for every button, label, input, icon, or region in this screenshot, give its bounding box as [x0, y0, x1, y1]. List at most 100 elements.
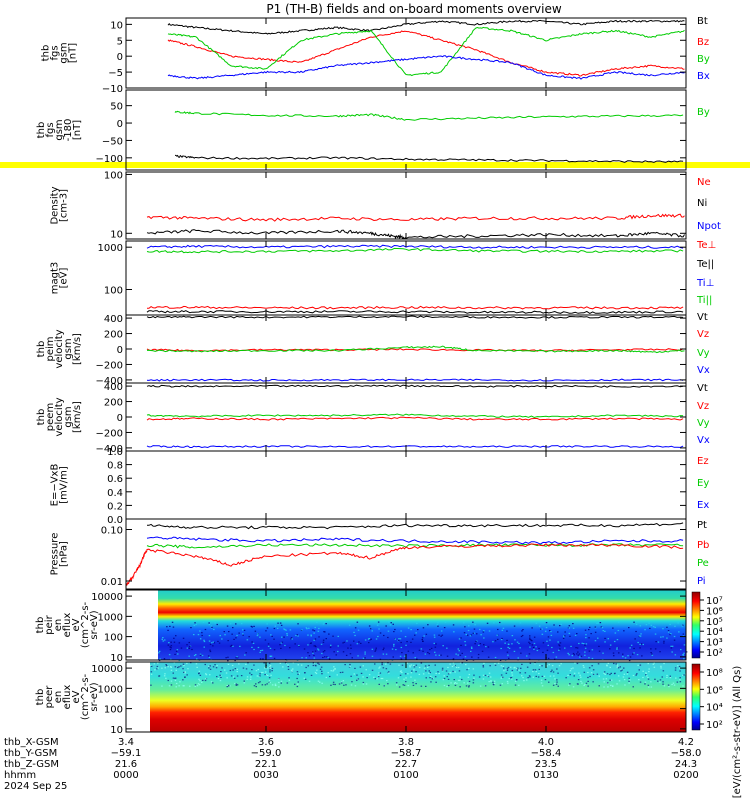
spectrogram-speck — [236, 656, 238, 658]
spectrogram-speck — [436, 624, 439, 626]
spectrogram-speck — [176, 649, 179, 651]
spectrogram-speck — [588, 637, 590, 639]
spectrogram-speck — [538, 647, 540, 650]
spectrogram-speck — [609, 648, 611, 650]
spectrogram-speck — [560, 623, 562, 625]
spectrogram-speck — [628, 627, 630, 629]
y-tick-label: 1000 — [98, 684, 123, 695]
spectrogram-speck — [455, 666, 458, 669]
spectrogram-speck — [366, 677, 368, 679]
spectrogram-speck — [480, 634, 482, 636]
spectrogram-speck — [550, 630, 552, 633]
spectrogram-speck — [677, 665, 679, 667]
spectrogram-speck — [245, 668, 248, 670]
spectrogram-speck — [199, 674, 202, 676]
spectrogram-speck — [659, 679, 662, 681]
spectrogram-speck — [161, 685, 163, 687]
spectrogram-speck — [503, 670, 505, 672]
spectrogram-speck — [428, 653, 431, 655]
spectrogram-speck — [231, 633, 233, 635]
spectrogram-speck — [682, 633, 685, 635]
spectrogram-speck — [177, 653, 179, 655]
spectrogram-speck — [231, 644, 233, 646]
spectrogram-speck — [305, 666, 307, 669]
spectrogram-speck — [528, 675, 531, 677]
spectrogram-speck — [217, 678, 220, 680]
spectrogram-speck — [373, 676, 375, 678]
spectrogram-speck — [250, 625, 253, 627]
spectrogram-speck — [232, 627, 234, 629]
spectrogram-speck — [460, 644, 462, 646]
spectrogram-speck — [607, 638, 609, 640]
spectrogram-speck — [258, 676, 261, 678]
spectrogram-speck — [652, 626, 655, 628]
spectrogram-speck — [240, 675, 243, 677]
spectrogram-speck — [236, 668, 238, 670]
spectrogram-speck — [446, 655, 449, 657]
spectrogram-speck — [506, 680, 509, 683]
spectrogram-speck — [354, 667, 356, 669]
spectrogram-speck — [235, 684, 238, 686]
spectrogram-speck — [523, 680, 525, 682]
spectrogram-speck — [175, 650, 178, 652]
spectrogram-speck — [260, 671, 263, 674]
spectrogram-speck — [628, 682, 630, 684]
spectrogram-speck — [307, 665, 309, 667]
spectrogram-speck — [572, 623, 574, 625]
spectrogram-speck — [368, 642, 370, 644]
y-tick-label: −5 — [108, 68, 123, 79]
spectrogram-speck — [446, 676, 448, 678]
spectrogram-speck — [292, 668, 294, 670]
spectrogram-speck — [268, 662, 271, 664]
spectrogram-speck — [508, 647, 511, 649]
spectrogram-speck — [477, 657, 480, 659]
spectrogram-speck — [307, 634, 309, 636]
spectrogram-speck — [412, 682, 414, 684]
spectrogram-speck — [339, 671, 342, 674]
spectrogram-speck — [538, 673, 540, 675]
spectrogram-speck — [371, 648, 374, 650]
spectrogram-speck — [312, 629, 314, 631]
spectrogram-speck — [568, 654, 570, 656]
spectrogram-speck — [511, 672, 513, 674]
spectrogram-speck — [374, 650, 376, 652]
y-axis-label: -180 — [63, 119, 74, 142]
spectrogram-speck — [464, 656, 467, 658]
spectrogram-speck — [220, 675, 222, 677]
spectrogram-speck — [217, 640, 219, 642]
spectrogram-speck — [265, 671, 267, 673]
spectrogram-speck — [317, 630, 320, 632]
spectrogram-speck — [589, 626, 591, 628]
spectrogram-speck — [428, 670, 430, 672]
series-line-Bt — [175, 154, 684, 163]
y-tick-label: 100 — [104, 170, 123, 181]
x-axis-row-value: 22.1 — [255, 759, 277, 770]
spectrogram-speck — [438, 654, 441, 656]
spectrogram-speck — [270, 674, 272, 676]
spectrogram-speck — [242, 634, 244, 636]
spectrogram-speck — [493, 680, 496, 682]
spectrogram-speck — [269, 666, 271, 668]
spectrogram-speck — [383, 647, 385, 649]
spectrogram-speck — [365, 669, 367, 671]
spectrogram-speck — [509, 677, 512, 679]
spectrogram-speck — [385, 663, 387, 665]
spectrogram-speck — [617, 667, 620, 669]
colorbar-tick-label: 10⁶ — [706, 685, 723, 696]
spectrogram-speck — [284, 629, 286, 631]
spectrogram-speck — [193, 654, 196, 657]
spectrogram-speck — [202, 621, 205, 623]
spectrogram-speck — [443, 677, 446, 680]
y-axis-label: sr-eV) — [89, 610, 100, 639]
y-tick-label: 200 — [104, 330, 123, 341]
y-tick-label: −200 — [96, 360, 123, 371]
spectrogram-speck — [613, 662, 615, 665]
spectrogram-speck — [251, 641, 253, 643]
spectrogram-speck — [648, 668, 650, 670]
spectrogram-speck — [420, 662, 423, 664]
spectrogram-speck — [418, 649, 421, 651]
spectrogram-speck — [521, 675, 523, 677]
spectrogram-speck — [321, 670, 323, 672]
spectrogram-speck — [216, 623, 218, 626]
